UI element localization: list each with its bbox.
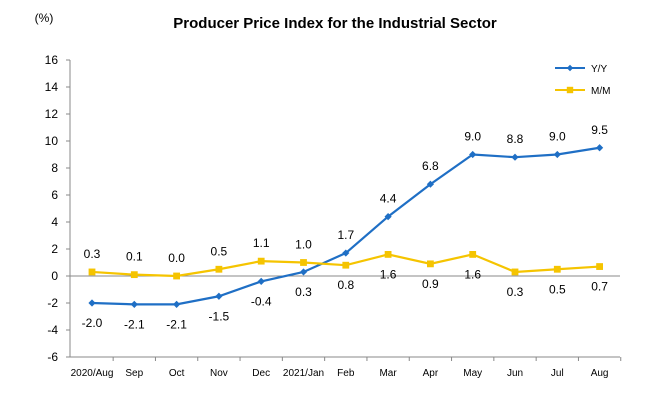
data-label-m-m-oct: 0.0 (168, 251, 185, 265)
y-tick-label: 14 (45, 80, 59, 94)
point-y-y-2020-aug (88, 299, 96, 307)
data-label-y-y-apr: 6.8 (422, 159, 439, 173)
point-y-y-feb (342, 249, 350, 257)
x-tick-label-nov: Nov (210, 368, 228, 379)
point-m-m-2020-aug (88, 268, 96, 276)
y-tick-label: 2 (51, 242, 58, 256)
data-label-m-m-sep: 0.1 (126, 250, 143, 264)
y-tick-label: 8 (51, 161, 58, 175)
data-labels: -2.0 -2.1 -2.1 -1.5 -0.4 0.3 1.7 4.4 6.8 9.0 8.8 9.… (82, 123, 609, 332)
y-tick-label: 12 (45, 107, 59, 121)
y-tick-label: 4 (51, 215, 58, 229)
legend-label-y-y: Y/Y (591, 64, 607, 75)
x-tick-label-aug: Aug (591, 368, 609, 379)
point-y-y-oct (173, 300, 181, 308)
x-tick-label-jul: Jul (551, 368, 564, 379)
x-tick-label-apr: Apr (423, 368, 439, 379)
data-label-y-y-aug: 9.5 (591, 123, 608, 137)
chart-title: Producer Price Index for the Industrial … (173, 15, 497, 32)
data-label-y-y-sep: -2.1 (124, 317, 145, 331)
point-m-m-jun (511, 268, 519, 276)
y-tick-label: -6 (47, 350, 58, 364)
data-label-m-m-2021-jan: 1.0 (295, 238, 312, 252)
data-label-m-m-dec: 1.1 (253, 236, 270, 250)
x-tick-label-2021-jan: 2021/Jan (283, 368, 324, 379)
y-tick-label: 16 (45, 53, 59, 67)
point-m-m-sep (130, 271, 138, 279)
y-tick-label: 0 (51, 269, 58, 283)
point-m-m-may (469, 251, 477, 258)
point-m-m-jul (553, 265, 561, 273)
data-label-m-m-jul: 0.5 (549, 282, 566, 296)
point-y-y-may (469, 150, 477, 159)
point-y-y-aug (596, 144, 604, 152)
data-label-y-y-may: 9.0 (464, 130, 481, 144)
series-layer (88, 144, 604, 308)
data-label-y-y-mar: 4.4 (380, 192, 397, 206)
data-label-y-y-oct: -2.1 (166, 317, 187, 331)
point-m-m-nov (215, 265, 223, 273)
data-label-m-m-mar: 1.6 (380, 267, 397, 281)
point-y-y-sep (130, 300, 138, 308)
data-label-m-m-jun: 0.3 (507, 285, 524, 299)
x-tick-label-feb: Feb (337, 368, 355, 379)
data-label-m-m-feb: 0.8 (337, 278, 354, 292)
data-label-y-y-feb: 1.7 (337, 228, 354, 242)
axes: 16 14 12 10 8 6 4 2 0 -2 -4 -6 2020/Aug Sep Oct Nov Dec 2… (45, 53, 622, 379)
data-label-y-y-jun: 8.8 (507, 132, 524, 146)
point-m-m-dec (257, 257, 265, 265)
data-label-m-m-nov: 0.5 (211, 244, 228, 258)
x-tick-label-oct: Oct (169, 368, 185, 379)
data-label-m-m-2020-aug: 0.3 (84, 247, 101, 261)
legend-marker-m-m (566, 86, 574, 94)
data-label-y-y-dec: -0.4 (251, 294, 272, 308)
x-tick-label-may: May (463, 368, 482, 379)
point-y-y-nov (215, 292, 223, 300)
data-label-y-y-2021-jan: 0.3 (295, 285, 312, 299)
x-tick-label-sep: Sep (125, 368, 143, 379)
point-m-m-apr (427, 260, 434, 268)
y-tick-label: -4 (47, 323, 58, 337)
y-tick-label: -2 (47, 296, 58, 310)
legend: Y/Y M/M (555, 64, 610, 97)
legend-label-m-m: M/M (591, 86, 610, 97)
legend-marker-y-y (566, 64, 574, 72)
x-tick-label-jun: Jun (507, 368, 523, 379)
point-m-m-oct (173, 272, 180, 280)
point-y-y-apr (426, 180, 434, 188)
data-label-m-m-aug: 0.7 (591, 280, 608, 294)
point-y-y-dec (257, 277, 265, 285)
data-label-m-m-may: 1.6 (464, 267, 481, 281)
x-tick-label-dec: Dec (252, 368, 270, 379)
point-y-y-jun (511, 153, 519, 161)
y-tick-label: 6 (51, 188, 58, 202)
point-y-y-mar (384, 213, 392, 221)
point-m-m-mar (384, 251, 392, 258)
point-m-m-2021-jan (300, 259, 307, 266)
x-tick-label-mar: Mar (379, 368, 397, 379)
y-unit-label: (%) (35, 11, 54, 25)
data-label-y-y-nov: -1.5 (209, 309, 230, 323)
y-tick-label: 10 (45, 134, 59, 148)
point-m-m-feb (342, 261, 350, 269)
point-m-m-aug (596, 263, 603, 270)
data-label-y-y-jul: 9.0 (549, 130, 566, 144)
point-y-y-jul (553, 150, 561, 159)
point-y-y-2021-jan (299, 268, 308, 276)
data-label-y-y-2020-aug: -2.0 (82, 316, 103, 330)
x-tick-label-2020-aug: 2020/Aug (71, 368, 114, 379)
data-label-m-m-apr: 0.9 (422, 277, 439, 291)
